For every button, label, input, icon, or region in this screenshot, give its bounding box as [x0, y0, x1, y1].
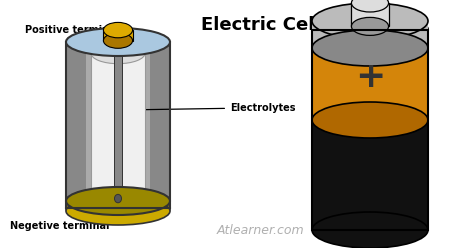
Ellipse shape [312, 12, 428, 48]
Bar [115, 50, 121, 199]
Ellipse shape [91, 43, 145, 64]
Ellipse shape [115, 46, 121, 54]
Bar [86, 42, 150, 208]
Ellipse shape [351, 17, 389, 35]
Bar [312, 30, 428, 230]
Bar [103, 30, 133, 41]
Bar [91, 53, 145, 204]
Bar [66, 201, 170, 211]
Bar [312, 21, 428, 48]
Ellipse shape [103, 33, 133, 48]
Polygon shape [150, 42, 170, 208]
Ellipse shape [103, 22, 133, 38]
Ellipse shape [115, 194, 121, 203]
Polygon shape [66, 42, 86, 208]
Ellipse shape [312, 3, 428, 39]
Ellipse shape [312, 212, 428, 248]
Bar [66, 42, 170, 208]
Text: Electric Cell: Electric Cell [201, 16, 320, 34]
Bar [351, 3, 389, 26]
Ellipse shape [312, 12, 428, 48]
Text: +: + [355, 60, 385, 94]
Text: Positive terminal: Positive terminal [25, 25, 119, 39]
Ellipse shape [66, 194, 170, 222]
Ellipse shape [312, 30, 428, 66]
Ellipse shape [91, 193, 145, 214]
Ellipse shape [66, 197, 170, 225]
Bar [312, 30, 428, 230]
Ellipse shape [351, 0, 389, 12]
Text: Atlearner.com: Atlearner.com [217, 223, 304, 237]
Ellipse shape [66, 187, 170, 215]
Bar [312, 30, 428, 120]
Ellipse shape [66, 28, 170, 56]
Ellipse shape [312, 102, 428, 138]
Text: Electrolytes: Electrolytes [141, 103, 295, 113]
Text: Negetive terminal: Negetive terminal [10, 218, 140, 231]
